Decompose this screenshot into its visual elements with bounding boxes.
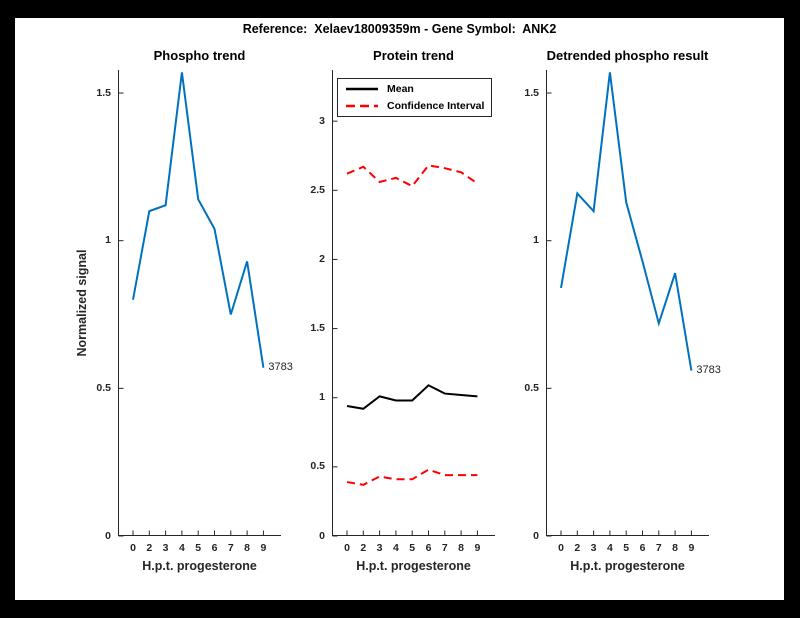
plot-area [118,70,281,537]
x-tick-label: 4 [392,542,399,554]
ci-upper-line [346,164,478,188]
legend: Mean Confidence Interval [337,78,492,117]
x-tick-label: 5 [409,542,416,554]
y-tick-label: 1 [319,391,325,404]
ci-lower-line [346,468,478,486]
y-tick-label: 1.5 [310,322,325,335]
y-tick-label: 0 [105,529,111,542]
x-tick-label: 6 [211,542,218,554]
mean-line [346,384,478,410]
x-tick-label: 9 [688,542,695,554]
mean-line-sample-icon [346,87,378,91]
legend-entry-mean: Mean [346,82,491,97]
figure-title: Reference: Xelaev18009359m - Gene Symbol… [242,22,557,36]
y-tick-label: 0 [533,529,539,542]
ci-dashed-line-sample-icon [346,104,378,108]
subplot-title: Detrended phospho result [546,48,709,63]
legend-entry-confidence-interval: Confidence Interval [346,99,491,114]
x-tick-label: 8 [244,542,251,554]
x-tick-label: 5 [623,542,630,554]
x-tick-label: 2 [360,542,367,554]
plot-area [546,70,709,537]
x-axis-label: H.p.t. progesterone [142,559,257,573]
x-tick-label: 4 [178,542,185,554]
legend-label-mean: Mean [387,83,414,95]
x-tick-label: 7 [227,542,234,554]
y-tick-label: 0.5 [524,381,539,394]
y-tick-label: 1 [105,234,111,247]
x-tick-label: 9 [474,542,481,554]
x-axis-label: H.p.t. progesterone [570,559,685,573]
x-tick-label: 8 [672,542,679,554]
y-tick-label: 1.5 [96,86,111,99]
detrended-phospho-line [560,72,693,371]
subplot-title: Phospho trend [153,48,246,63]
y-tick-label: 0 [319,529,325,542]
y-tick-label: 1.5 [524,86,539,99]
x-tick-label: 0 [344,542,350,554]
x-tick-label: 5 [195,542,202,554]
y-tick-label: 0.5 [310,460,325,473]
figure-canvas: Reference: Xelaev18009359m - Gene Symbol… [15,18,784,600]
subplot-protein-trend: Protein trend H.p.t. progesterone Mean C… [310,48,495,573]
x-tick-label: 4 [606,542,613,554]
x-tick-label: 3 [162,542,169,554]
x-tick-label: 2 [574,542,581,554]
subplot-phospho-trend: Phospho trend Normalized signal H.p.t. p… [75,48,293,573]
x-tick-label: 2 [146,542,153,554]
subplot-title: Protein trend [373,48,454,63]
x-tick-label: 0 [130,542,136,554]
y-tick-label: 0.5 [96,381,111,394]
x-tick-label: 9 [260,542,267,554]
plot-area [332,70,495,537]
y-axis-label: Normalized signal [75,249,89,357]
point-annotation: 3783 [268,360,293,373]
y-tick-label: 3 [319,114,325,127]
x-tick-label: 0 [558,542,564,554]
legend-label-confidence-interval: Confidence Interval [387,100,485,112]
x-tick-label: 7 [441,542,448,554]
y-tick-label: 2 [319,252,325,265]
x-tick-label: 3 [590,542,597,554]
x-tick-label: 8 [458,542,465,554]
x-tick-label: 7 [655,542,662,554]
y-tick-label: 2.5 [310,183,325,196]
x-tick-label: 3 [376,542,383,554]
phospho-trend-line [132,72,265,368]
y-tick-label: 1 [533,234,539,247]
point-annotation: 3783 [696,363,721,376]
x-axis-label: H.p.t. progesterone [356,559,471,573]
x-tick-label: 6 [639,542,646,554]
x-tick-label: 6 [425,542,432,554]
subplot-detrended-phospho: Detrended phospho result H.p.t. progeste… [524,48,720,573]
